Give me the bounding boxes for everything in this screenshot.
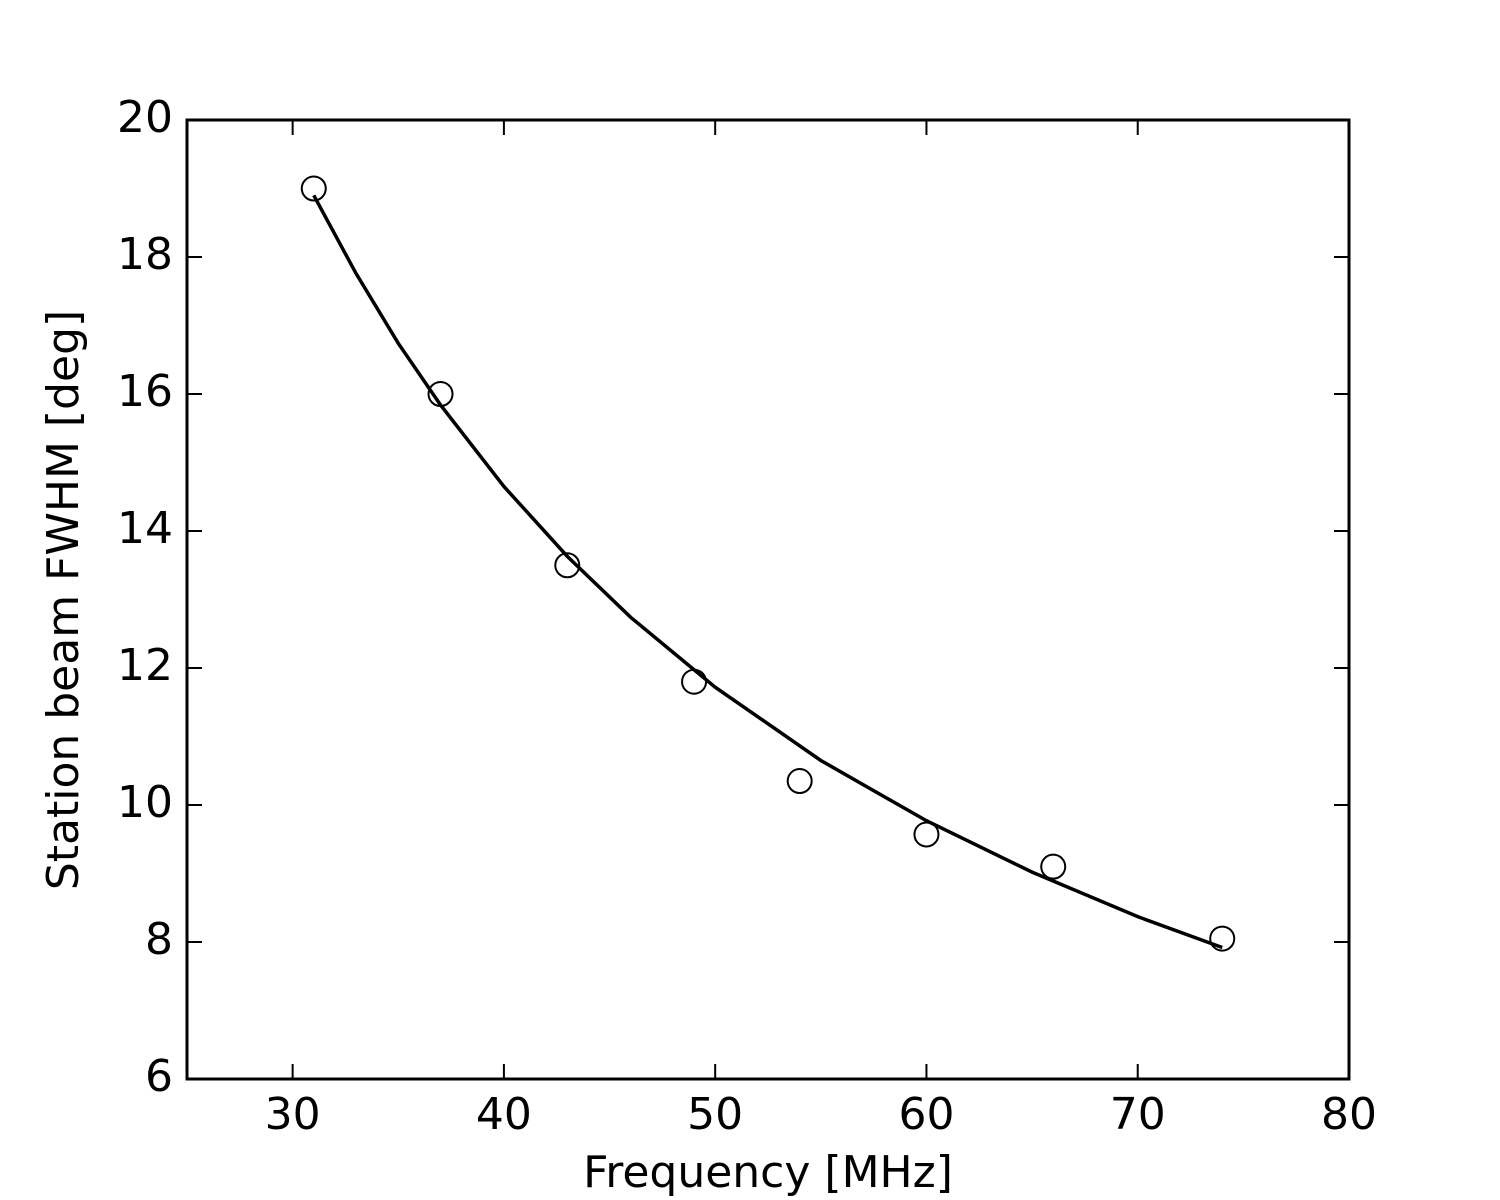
x-tick-label: 60 bbox=[898, 1089, 954, 1140]
x-tick-label: 80 bbox=[1321, 1089, 1377, 1140]
y-tick-label: 18 bbox=[117, 229, 173, 280]
x-tick-label: 70 bbox=[1110, 1089, 1166, 1140]
y-tick-label: 6 bbox=[145, 1051, 173, 1102]
data-point bbox=[1209, 925, 1236, 952]
data-point bbox=[786, 768, 813, 795]
x-tick-label: 40 bbox=[476, 1089, 532, 1140]
fit-line bbox=[312, 194, 1223, 950]
x-tick-label: 30 bbox=[265, 1089, 321, 1140]
data-point bbox=[554, 552, 581, 579]
x-tick-label: 50 bbox=[687, 1089, 743, 1140]
x-axis-label: Frequency [MHz] bbox=[583, 1147, 953, 1198]
data-point bbox=[1040, 853, 1067, 880]
y-tick-label: 16 bbox=[117, 366, 173, 417]
y-tick-label: 12 bbox=[117, 640, 173, 691]
data-point bbox=[300, 175, 327, 202]
y-tick-label: 10 bbox=[117, 777, 173, 828]
plot-frame bbox=[185, 118, 1351, 1081]
y-tick-label: 14 bbox=[117, 503, 173, 554]
y-axis-label: Station beam FWHM [deg] bbox=[38, 310, 89, 890]
y-tick-label: 8 bbox=[145, 914, 173, 965]
y-tick-label: 20 bbox=[117, 92, 173, 143]
